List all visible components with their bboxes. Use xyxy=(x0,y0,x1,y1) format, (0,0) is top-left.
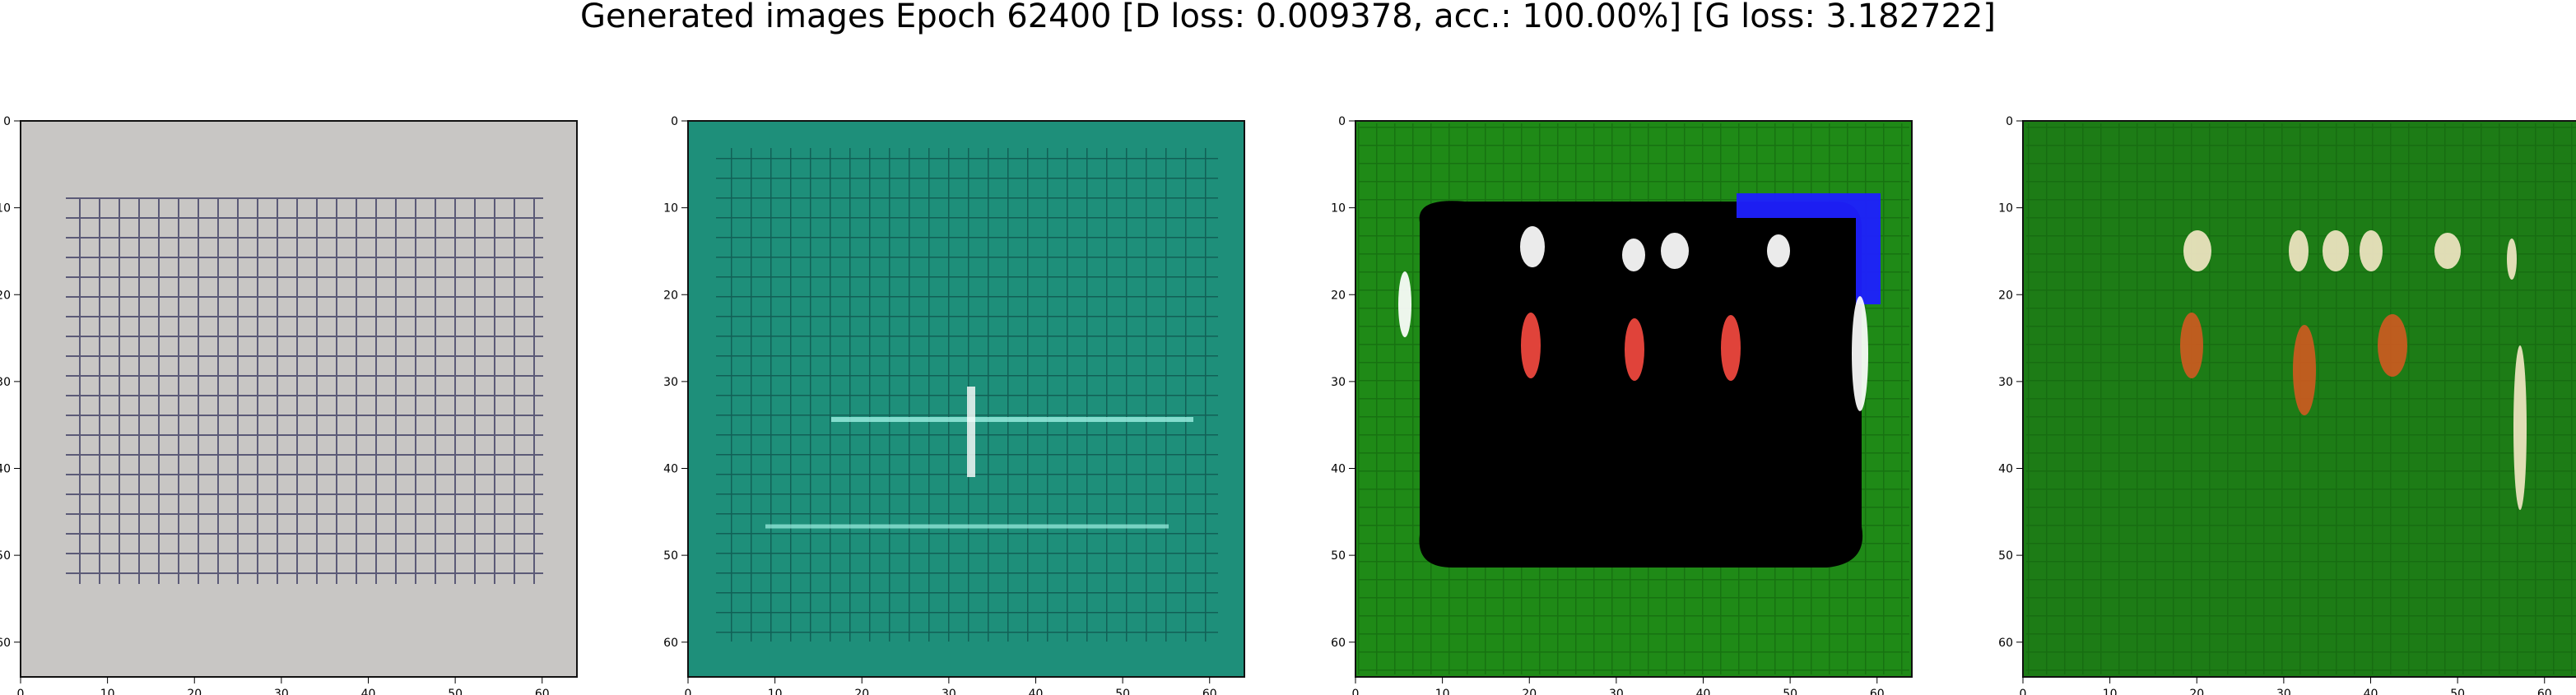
x-tick-label: 60 xyxy=(2537,688,2552,695)
x-tick-label: 30 xyxy=(274,688,289,695)
y-tick-label: 40 xyxy=(1998,463,2013,476)
y-tick-label: 40 xyxy=(0,463,11,476)
y-tick-label: 40 xyxy=(1331,463,1346,476)
x-tick-label: 40 xyxy=(2364,688,2378,695)
y-tick-label: 10 xyxy=(1331,202,1346,215)
x-tick-label: 30 xyxy=(2276,688,2291,695)
y-tick-label: 20 xyxy=(663,289,678,302)
x-tick-label: 10 xyxy=(1435,688,1450,695)
y-tick-label: 10 xyxy=(1998,202,2013,215)
x-tick-label: 0 xyxy=(1352,688,1360,695)
x-tick-label: 10 xyxy=(2103,688,2118,695)
y-tick-label: 50 xyxy=(1998,549,2013,563)
y-tick-label: 60 xyxy=(0,637,11,650)
x-tick-label: 50 xyxy=(448,688,463,695)
y-tick-label: 0 xyxy=(2006,115,2013,128)
y-tick-label: 30 xyxy=(0,376,11,389)
x-tick-label: 20 xyxy=(854,688,869,695)
x-tick-label: 0 xyxy=(685,688,692,695)
x-tick-label: 60 xyxy=(1870,688,1885,695)
y-tick-label: 10 xyxy=(663,202,678,215)
x-tick-label: 50 xyxy=(1115,688,1130,695)
y-tick-label: 10 xyxy=(0,202,11,215)
x-tick-label: 20 xyxy=(2189,688,2204,695)
y-tick-label: 30 xyxy=(1998,376,2013,389)
y-tick-label: 40 xyxy=(663,463,678,476)
y-tick-label: 20 xyxy=(1998,289,2013,302)
x-tick-label: 40 xyxy=(1696,688,1711,695)
y-tick-label: 20 xyxy=(0,289,11,302)
x-tick-label: 0 xyxy=(2020,688,2027,695)
x-tick-label: 40 xyxy=(361,688,376,695)
x-tick-label: 30 xyxy=(942,688,956,695)
y-tick-label: 30 xyxy=(1331,376,1346,389)
y-tick-label: 60 xyxy=(1331,637,1346,650)
y-tick-label: 30 xyxy=(663,376,678,389)
x-tick-label: 20 xyxy=(187,688,202,695)
x-tick-label: 0 xyxy=(17,688,25,695)
y-tick-label: 50 xyxy=(1331,549,1346,563)
x-tick-label: 50 xyxy=(2450,688,2465,695)
y-tick-label: 0 xyxy=(3,115,11,128)
x-tick-label: 60 xyxy=(1202,688,1217,695)
panel-2 xyxy=(688,121,1244,677)
panel-3 xyxy=(1355,121,1912,677)
y-tick-label: 0 xyxy=(1338,115,1346,128)
x-tick-label: 10 xyxy=(768,688,783,695)
panel-1 xyxy=(21,121,577,677)
image-grid-1 xyxy=(66,197,543,584)
y-tick-label: 0 xyxy=(671,115,678,128)
y-tick-label: 50 xyxy=(663,549,678,563)
y-tick-label: 60 xyxy=(663,637,678,650)
y-tick-label: 60 xyxy=(1998,637,2013,650)
x-tick-label: 20 xyxy=(1522,688,1537,695)
x-tick-label: 30 xyxy=(1609,688,1624,695)
y-tick-label: 20 xyxy=(1331,289,1346,302)
panel-4 xyxy=(2023,121,2576,677)
x-tick-label: 50 xyxy=(1783,688,1797,695)
x-tick-label: 40 xyxy=(1029,688,1044,695)
y-tick-label: 50 xyxy=(0,549,11,563)
x-tick-label: 10 xyxy=(100,688,115,695)
x-tick-label: 60 xyxy=(535,688,550,695)
